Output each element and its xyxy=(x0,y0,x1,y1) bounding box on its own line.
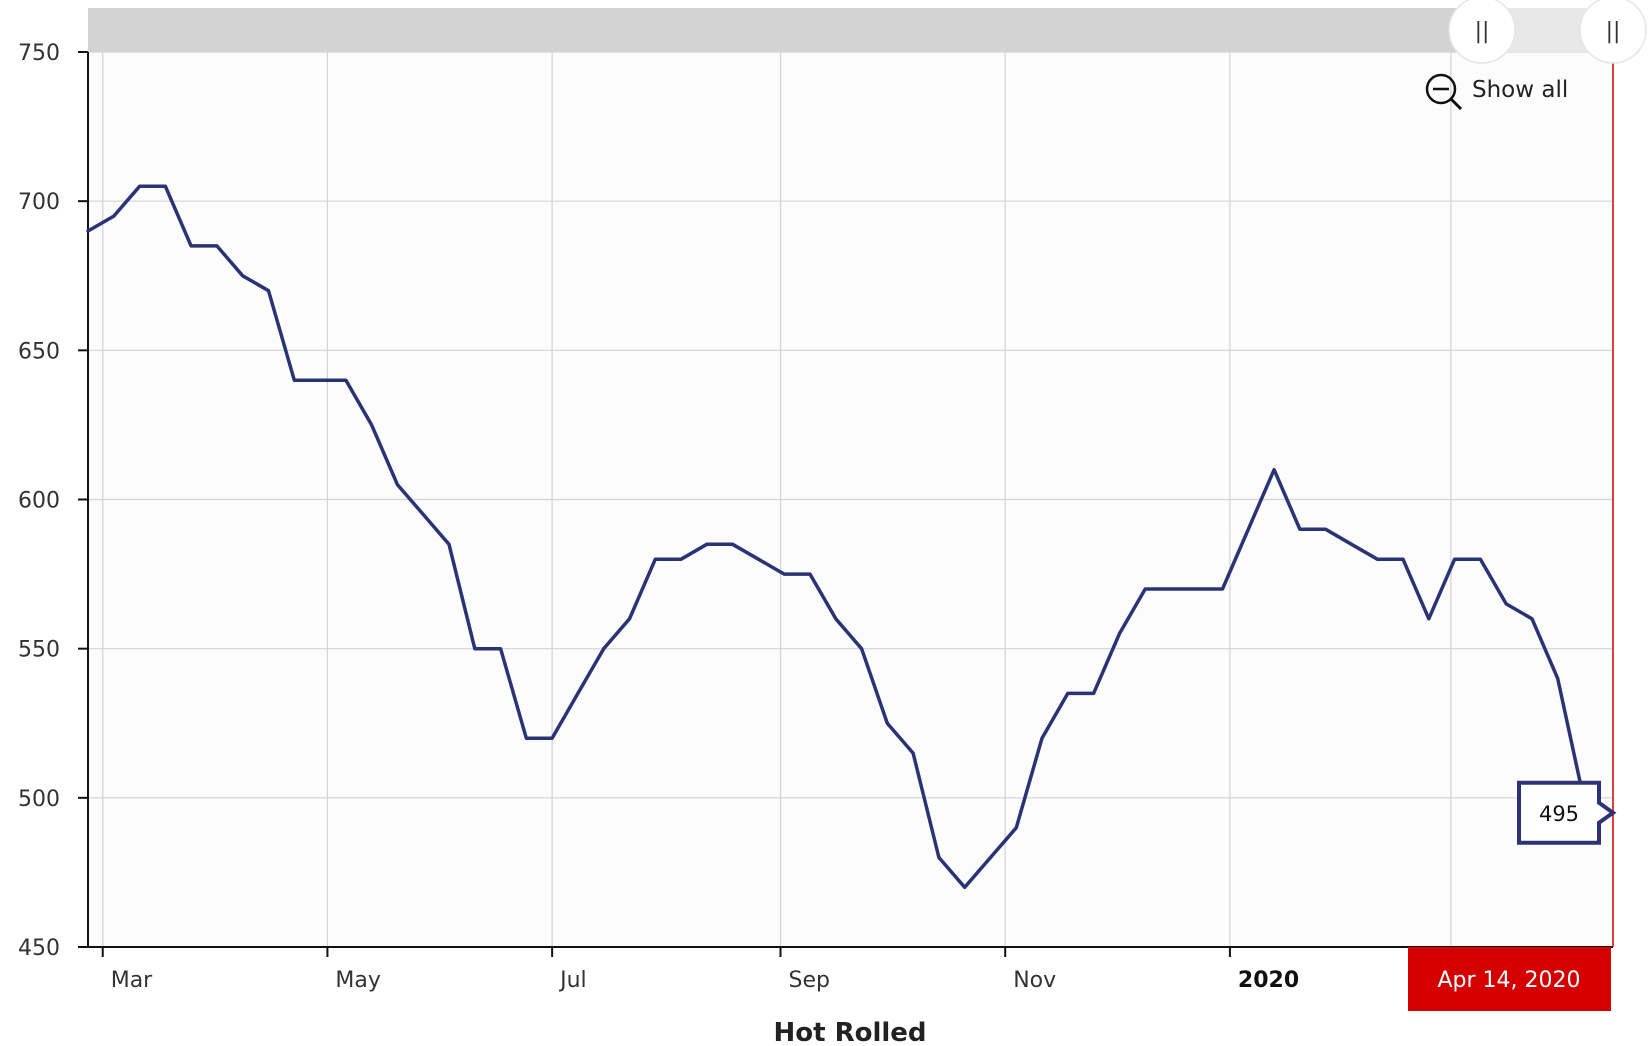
grid-lines xyxy=(88,51,1613,947)
value-tooltip: 495 xyxy=(1517,780,1617,845)
cursor-date-label-bg xyxy=(1408,947,1611,1011)
show-all-label[interactable]: Show all xyxy=(1472,77,1568,103)
x-tick-label: Mar xyxy=(111,968,153,993)
y-tick-label: 500 xyxy=(18,787,60,812)
range-scrollbar[interactable]: || || xyxy=(88,0,1647,64)
y-tick-label: 650 xyxy=(18,339,60,364)
x-tick-label: Jul xyxy=(558,968,587,993)
x-tick-label: Nov xyxy=(1013,968,1056,993)
show-all-button[interactable]: Show all xyxy=(1425,73,1568,111)
grip-icon: || xyxy=(1475,19,1490,44)
cursor-date-text: Apr 14, 2020 xyxy=(1437,968,1580,993)
y-axis-ticks: 450 500 550 600 650 700 750 xyxy=(18,41,88,961)
y-tick-label: 550 xyxy=(18,638,60,663)
grip-right-handle[interactable] xyxy=(1579,0,1647,64)
y-tick-label: 600 xyxy=(18,489,60,514)
value-label: 495 xyxy=(1539,802,1579,826)
value-tooltip-box xyxy=(1517,780,1617,845)
range-grip-right[interactable]: || xyxy=(1579,0,1647,64)
grip-left-handle[interactable] xyxy=(1448,0,1516,64)
grip-icon: || xyxy=(1606,19,1621,44)
zoom-out-icon xyxy=(1425,73,1463,111)
x-tick-label: Sep xyxy=(789,968,830,993)
y-tick-label: 450 xyxy=(18,936,60,961)
x-tick-label: May xyxy=(335,968,380,993)
cursor-date-label: Apr 14, 2020 xyxy=(1408,947,1611,1011)
x-tick-label: 2020 xyxy=(1238,968,1299,993)
series-layer xyxy=(86,184,1615,890)
range-grip-left[interactable]: || xyxy=(1448,0,1516,64)
x-axis-title: Hot Rolled xyxy=(773,1018,926,1046)
y-tick-label: 700 xyxy=(18,190,60,215)
y-tick-label: 750 xyxy=(18,41,60,66)
series-line[interactable] xyxy=(86,184,1615,890)
x-axis-ticks: Mar May Jul Sep Nov 2020 xyxy=(101,947,1452,993)
scrollbar-track[interactable] xyxy=(88,8,1613,52)
